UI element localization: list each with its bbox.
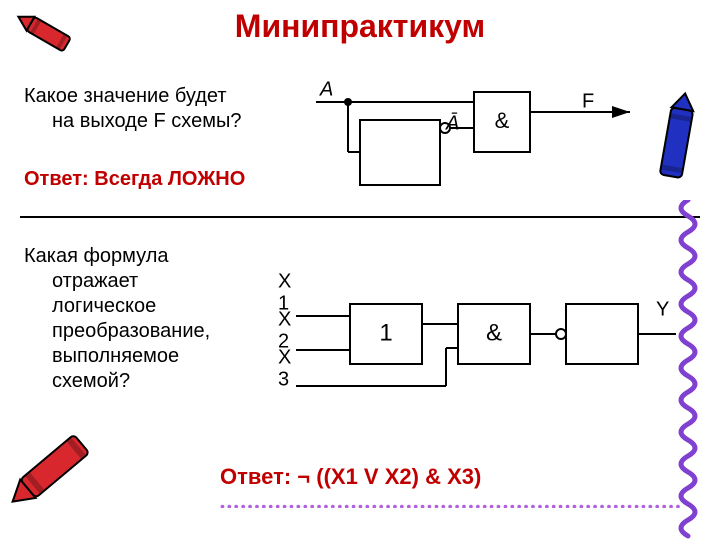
- svg-text:X: X: [278, 270, 291, 292]
- page-title: Минипрактикум: [0, 8, 720, 45]
- question-1-line2: на выходе F схемы?: [24, 109, 284, 134]
- answer-1-prefix: Ответ:: [24, 168, 89, 190]
- divider-line: [20, 216, 700, 218]
- squiggle-icon: [658, 200, 718, 540]
- question-2-line2: отражает: [24, 269, 254, 294]
- answer-2-value: ¬ ((X1 V X2) & X3): [297, 464, 481, 489]
- crayon-red-icon-2: [0, 420, 104, 535]
- svg-text:X: X: [278, 308, 291, 330]
- question-2-line5: выполняемое: [24, 344, 254, 369]
- svg-text:&: &: [495, 108, 510, 133]
- answer-2-prefix: Ответ:: [220, 464, 291, 489]
- svg-text:Ā: Ā: [445, 111, 459, 134]
- crayon-blue-icon: [644, 84, 714, 189]
- question-1-line1: Какое значение будет: [24, 85, 227, 107]
- svg-text:A: A: [319, 78, 333, 100]
- svg-text:&: &: [486, 319, 502, 346]
- svg-text:F: F: [582, 90, 594, 112]
- question-2-line6: схемой?: [24, 369, 254, 394]
- svg-text:3: 3: [278, 368, 289, 390]
- question-1: Какое значение будет на выходе F схемы?: [24, 84, 284, 134]
- question-2-line4: преобразование,: [24, 319, 254, 344]
- svg-text:X: X: [278, 346, 291, 368]
- logic-diagram-2: 1&X1X2X3Y: [260, 260, 680, 440]
- answer-1: Ответ: Всегда ЛОЖНО: [24, 168, 245, 191]
- decorative-dots: ••••••••••••••••••••••••••••••••••••••••…: [220, 498, 680, 508]
- logic-diagram-1: & A Ā F: [300, 72, 680, 212]
- svg-text:1: 1: [379, 319, 392, 346]
- question-2-line1: Какая формула: [24, 245, 169, 267]
- answer-1-value: Всегда ЛОЖНО: [94, 168, 245, 190]
- question-2-line3: логическое: [24, 294, 254, 319]
- question-2: Какая формула отражает логическое преобр…: [24, 244, 254, 394]
- crayon-red-icon: [4, 4, 74, 79]
- answer-2: Ответ: ¬ ((X1 V X2) & X3): [220, 464, 481, 490]
